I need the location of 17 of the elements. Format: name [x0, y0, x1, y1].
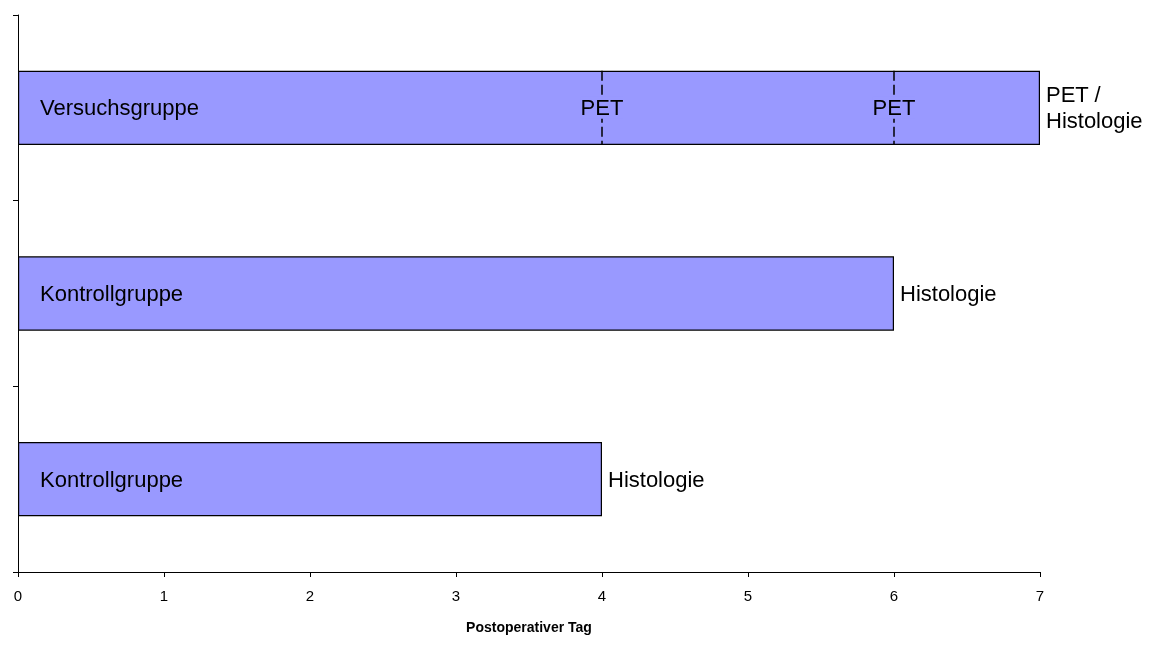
data-label: PET / Histologie [1046, 82, 1143, 134]
y-tick-label: Kontrollgruppe [40, 466, 184, 492]
x-tick-label: 6 [889, 587, 899, 604]
y-tick-label: Versuchsgruppe [40, 95, 199, 121]
x-tick-label: 1 [159, 587, 169, 604]
annotation: PET [580, 95, 624, 121]
x-tick-label: 7 [1035, 587, 1045, 604]
x-tick-label: 0 [13, 587, 23, 604]
x-axis-title: Postoperativer Tag [466, 619, 592, 635]
x-tick-label: 5 [743, 587, 753, 604]
y-tick-label: Kontrollgruppe [40, 281, 184, 306]
x-tick-label: 4 [597, 587, 607, 604]
x-tick-label: 2 [305, 587, 315, 604]
data-label: Histologie [608, 466, 705, 492]
x-tick-label: 3 [451, 587, 461, 604]
data-label: Histologie [900, 281, 997, 306]
annotation: PET [872, 95, 916, 121]
